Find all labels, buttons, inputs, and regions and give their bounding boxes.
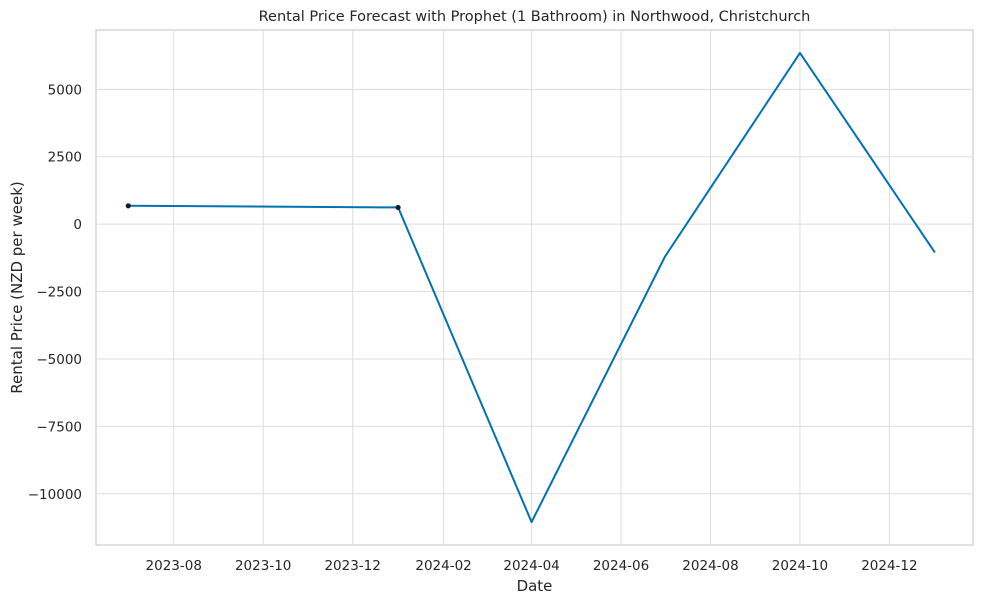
x-tick-label: 2024-08	[682, 558, 738, 574]
y-tick-label: 0	[73, 217, 82, 233]
x-tick-label: 2023-10	[235, 558, 291, 574]
forecast-line	[128, 51, 936, 524]
x-tick-label: 2024-12	[861, 558, 917, 574]
y-tick-label: −10000	[28, 487, 82, 503]
y-tick-label: −7500	[36, 419, 82, 435]
x-tick-label: 2024-10	[772, 558, 828, 574]
y-axis-ticks: 5000 2500 0 −2500 −5000 −7500 −10000	[28, 82, 82, 502]
observed-point	[395, 204, 401, 211]
grid	[96, 30, 973, 545]
x-tick-label: 2023-12	[324, 558, 380, 574]
series-group	[125, 51, 936, 524]
y-tick-label: 2500	[48, 150, 82, 166]
y-tick-label: 5000	[48, 82, 82, 98]
y-axis-label: Rental Price (NZD per week)	[8, 181, 26, 393]
chart-title: Rental Price Forecast with Prophet (1 Ba…	[259, 9, 811, 25]
x-tick-label: 2024-04	[503, 558, 559, 574]
x-axis-label: Date	[517, 577, 553, 595]
observed-point	[125, 203, 131, 209]
plot-area	[95, 29, 974, 546]
x-tick-label: 2024-06	[593, 558, 649, 574]
y-tick-label: −5000	[36, 352, 82, 368]
y-tick-label: −2500	[36, 285, 82, 301]
x-tick-label: 2024-02	[415, 558, 471, 574]
x-axis-ticks: 2023-08 2023-10 2023-12 2024-02 2024-04 2024-…	[146, 558, 918, 574]
x-tick-label: 2023-08	[146, 558, 202, 574]
